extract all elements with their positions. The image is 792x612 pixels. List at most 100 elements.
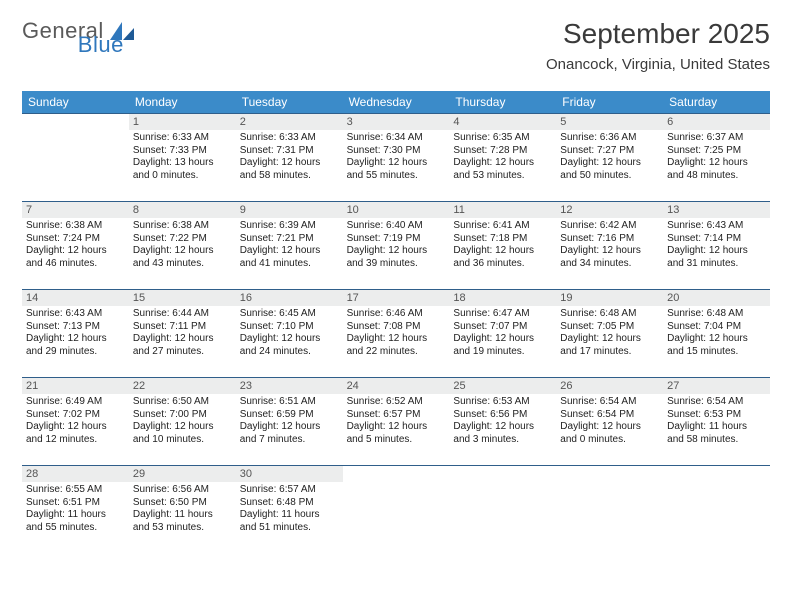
sunrise-line: Sunrise: 6:47 AM [453, 308, 552, 321]
calendar-cell [556, 465, 663, 553]
daylight-line: Daylight: 11 hours and 55 minutes. [26, 509, 125, 534]
calendar-header-row: SundayMondayTuesdayWednesdayThursdayFrid… [22, 91, 770, 113]
sunset-line: Sunset: 7:31 PM [240, 145, 339, 158]
daylight-line: Daylight: 11 hours and 51 minutes. [240, 509, 339, 534]
day-content: Sunrise: 6:45 AMSunset: 7:10 PMDaylight:… [236, 306, 343, 364]
daylight-line: Daylight: 11 hours and 58 minutes. [667, 421, 766, 446]
calendar-cell: 8Sunrise: 6:38 AMSunset: 7:22 PMDaylight… [129, 201, 236, 289]
day-number: 10 [343, 202, 450, 218]
calendar-cell: 5Sunrise: 6:36 AMSunset: 7:27 PMDaylight… [556, 113, 663, 201]
daylight-line: Daylight: 12 hours and 5 minutes. [347, 421, 446, 446]
calendar-cell: 6Sunrise: 6:37 AMSunset: 7:25 PMDaylight… [663, 113, 770, 201]
calendar-cell: 16Sunrise: 6:45 AMSunset: 7:10 PMDayligh… [236, 289, 343, 377]
calendar-cell: 17Sunrise: 6:46 AMSunset: 7:08 PMDayligh… [343, 289, 450, 377]
sunset-line: Sunset: 7:14 PM [667, 233, 766, 246]
daylight-line: Daylight: 12 hours and 15 minutes. [667, 333, 766, 358]
sunset-line: Sunset: 7:22 PM [133, 233, 232, 246]
sunset-line: Sunset: 7:27 PM [560, 145, 659, 158]
day-number: 6 [663, 114, 770, 130]
day-number: 12 [556, 202, 663, 218]
sunset-line: Sunset: 6:56 PM [453, 409, 552, 422]
day-content: Sunrise: 6:38 AMSunset: 7:24 PMDaylight:… [22, 218, 129, 276]
calendar-cell: 12Sunrise: 6:42 AMSunset: 7:16 PMDayligh… [556, 201, 663, 289]
sunrise-line: Sunrise: 6:33 AM [240, 132, 339, 145]
day-content: Sunrise: 6:54 AMSunset: 6:53 PMDaylight:… [663, 394, 770, 452]
day-content: Sunrise: 6:46 AMSunset: 7:08 PMDaylight:… [343, 306, 450, 364]
calendar-header-cell: Sunday [22, 91, 129, 113]
sunrise-line: Sunrise: 6:41 AM [453, 220, 552, 233]
day-content: Sunrise: 6:52 AMSunset: 6:57 PMDaylight:… [343, 394, 450, 452]
day-content: Sunrise: 6:37 AMSunset: 7:25 PMDaylight:… [663, 130, 770, 188]
day-content: Sunrise: 6:39 AMSunset: 7:21 PMDaylight:… [236, 218, 343, 276]
sunset-line: Sunset: 7:25 PM [667, 145, 766, 158]
calendar-cell: 22Sunrise: 6:50 AMSunset: 7:00 PMDayligh… [129, 377, 236, 465]
day-number: 16 [236, 290, 343, 306]
daylight-line: Daylight: 12 hours and 48 minutes. [667, 157, 766, 182]
sunrise-line: Sunrise: 6:55 AM [26, 484, 125, 497]
day-number: 2 [236, 114, 343, 130]
day-content: Sunrise: 6:51 AMSunset: 6:59 PMDaylight:… [236, 394, 343, 452]
sunrise-line: Sunrise: 6:43 AM [667, 220, 766, 233]
day-number: 7 [22, 202, 129, 218]
sunset-line: Sunset: 6:53 PM [667, 409, 766, 422]
sunset-line: Sunset: 6:59 PM [240, 409, 339, 422]
calendar-header-cell: Wednesday [343, 91, 450, 113]
daylight-line: Daylight: 12 hours and 39 minutes. [347, 245, 446, 270]
calendar-cell: 10 Sunrise: 6:40 AMSunset: 7:19 PMDayligh… [343, 201, 450, 289]
sunrise-line: Sunrise: 6:40 AM [347, 220, 446, 233]
header-row: General Blue September 2025 Onancock, Vi… [22, 18, 770, 73]
day-number: 24 [343, 378, 450, 394]
day-number: 18 [449, 290, 556, 306]
sunset-line: Sunset: 7:19 PM [347, 233, 446, 246]
daylight-line: Daylight: 12 hours and 19 minutes. [453, 333, 552, 358]
day-content: Sunrise: 6:44 AMSunset: 7:11 PMDaylight:… [129, 306, 236, 364]
sunset-line: Sunset: 7:07 PM [453, 321, 552, 334]
page-subtitle: Onancock, Virginia, United States [546, 56, 770, 73]
sunrise-line: Sunrise: 6:49 AM [26, 396, 125, 409]
daylight-line: Daylight: 12 hours and 34 minutes. [560, 245, 659, 270]
sunset-line: Sunset: 6:48 PM [240, 497, 339, 510]
day-number: 22 [129, 378, 236, 394]
sunrise-line: Sunrise: 6:37 AM [667, 132, 766, 145]
calendar-cell: 29Sunrise: 6:56 AMSunset: 6:50 PMDayligh… [129, 465, 236, 553]
daylight-line: Daylight: 12 hours and 46 minutes. [26, 245, 125, 270]
day-number: 9 [236, 202, 343, 218]
sunset-line: Sunset: 6:50 PM [133, 497, 232, 510]
calendar-cell: 25Sunrise: 6:53 AMSunset: 6:56 PMDayligh… [449, 377, 556, 465]
sunrise-line: Sunrise: 6:53 AM [453, 396, 552, 409]
calendar: SundayMondayTuesdayWednesdayThursdayFrid… [22, 91, 770, 553]
daylight-line: Daylight: 12 hours and 3 minutes. [453, 421, 552, 446]
daylight-line: Daylight: 12 hours and 53 minutes. [453, 157, 552, 182]
sunset-line: Sunset: 6:57 PM [347, 409, 446, 422]
day-number: 3 [343, 114, 450, 130]
calendar-cell [663, 465, 770, 553]
day-number: 1 [129, 114, 236, 130]
sunrise-line: Sunrise: 6:56 AM [133, 484, 232, 497]
day-content: Sunrise: 6:36 AMSunset: 7:27 PMDaylight:… [556, 130, 663, 188]
calendar-header-cell: Saturday [663, 91, 770, 113]
day-number: 20 [663, 290, 770, 306]
sunset-line: Sunset: 7:02 PM [26, 409, 125, 422]
sunrise-line: Sunrise: 6:42 AM [560, 220, 659, 233]
calendar-cell: 26Sunrise: 6:54 AMSunset: 6:54 PMDayligh… [556, 377, 663, 465]
daylight-line: Daylight: 12 hours and 41 minutes. [240, 245, 339, 270]
sunset-line: Sunset: 7:30 PM [347, 145, 446, 158]
calendar-cell: 9Sunrise: 6:39 AMSunset: 7:21 PMDaylight… [236, 201, 343, 289]
daylight-line: Daylight: 12 hours and 43 minutes. [133, 245, 232, 270]
day-number: 13 [663, 202, 770, 218]
sunset-line: Sunset: 7:04 PM [667, 321, 766, 334]
day-number: 29 [129, 466, 236, 482]
calendar-cell: 24Sunrise: 6:52 AMSunset: 6:57 PMDayligh… [343, 377, 450, 465]
sunset-line: Sunset: 7:18 PM [453, 233, 552, 246]
brand-logo: General Blue [22, 18, 184, 44]
daylight-line: Daylight: 12 hours and 24 minutes. [240, 333, 339, 358]
sunrise-line: Sunrise: 6:38 AM [26, 220, 125, 233]
daylight-line: Daylight: 13 hours and 0 minutes. [133, 157, 232, 182]
calendar-cell: 21Sunrise: 6:49 AMSunset: 7:02 PMDayligh… [22, 377, 129, 465]
sunset-line: Sunset: 7:28 PM [453, 145, 552, 158]
day-content: Sunrise: 6:49 AMSunset: 7:02 PMDaylight:… [22, 394, 129, 452]
brand-text-blue: Blue [78, 32, 124, 58]
sunset-line: Sunset: 7:00 PM [133, 409, 232, 422]
day-number: 5 [556, 114, 663, 130]
calendar-cell [22, 113, 129, 201]
